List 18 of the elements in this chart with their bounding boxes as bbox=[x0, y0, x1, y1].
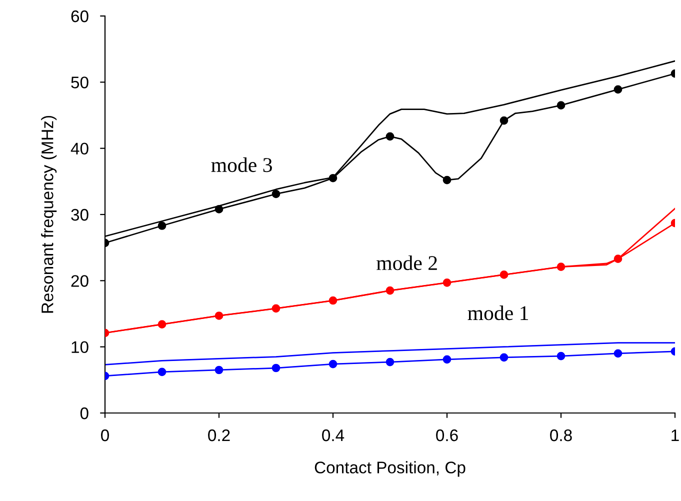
y-tick-label: 60 bbox=[71, 10, 88, 22]
x-tick-label: 0.6 bbox=[436, 429, 458, 442]
y-tick-label: 50 bbox=[71, 76, 88, 88]
y-axis-title: Resonant frequency (MHz) bbox=[41, 116, 57, 313]
y-tick-label: 30 bbox=[71, 208, 88, 221]
annotation: mode 1 bbox=[468, 305, 528, 320]
x-tick-label: 0.2 bbox=[208, 429, 230, 442]
annotation: mode 3 bbox=[211, 157, 272, 172]
x-axis-title: Contact Position, Cp bbox=[314, 461, 466, 477]
y-tick-label: 0 bbox=[80, 407, 88, 420]
annotation: mode 2 bbox=[376, 255, 437, 270]
x-tick-label: 0.8 bbox=[550, 429, 572, 442]
x-tick-label: 0.4 bbox=[322, 429, 344, 442]
x-tick-label: 0 bbox=[101, 429, 109, 442]
x-tick-label: 1 bbox=[672, 430, 679, 442]
y-tick-label: 10 bbox=[72, 341, 88, 354]
y-tick-label: 20 bbox=[71, 275, 88, 287]
y-tick-label: 40 bbox=[70, 142, 88, 155]
